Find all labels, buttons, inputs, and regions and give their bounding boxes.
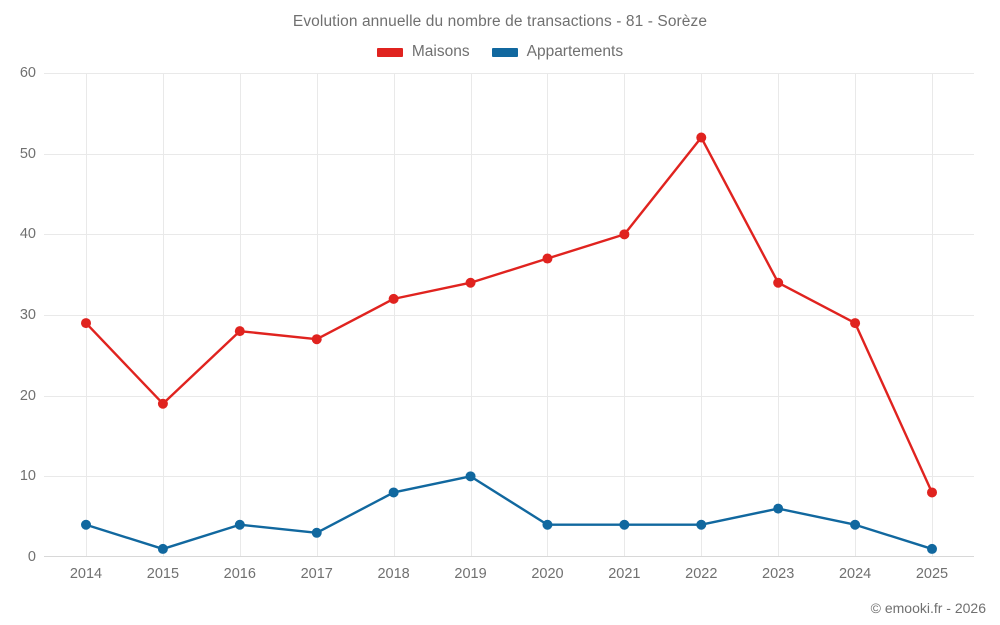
x-tick-label: 2019: [454, 566, 487, 582]
y-tick-label: 30: [19, 307, 36, 323]
data-point[interactable]: Maisons 2024: 29: [850, 318, 861, 329]
y-tick-label: 0: [27, 549, 36, 565]
series-appartements: Appartements 2014: 4 Appartements 2015: 1…: [81, 471, 937, 554]
data-point[interactable]: Appartements 2020: 4: [542, 519, 553, 530]
chart-title: Evolution annuelle du nombre de transact…: [292, 13, 708, 30]
data-point[interactable]: Maisons 2022: 52: [696, 132, 707, 143]
data-point[interactable]: Appartements 2015: 1: [157, 543, 168, 554]
copyright-credit: © emooki.fr - 2026: [870, 600, 986, 616]
data-point[interactable]: Maisons 2018: 32: [388, 293, 399, 304]
y-axis-tick-labels: 0 10 20 30 40 50 60: [0, 65, 36, 565]
x-axis-line: [44, 556, 974, 557]
data-point[interactable]: Appartements 2021: 4: [619, 519, 630, 530]
y-tick-label: 50: [19, 145, 36, 162]
data-point[interactable]: Appartements 2019: 10: [465, 471, 476, 482]
series-line: [84, 136, 934, 494]
gridline: [547, 73, 549, 557]
plot-area: Maisons 2014: 29 Maisons 2015: 19 Maisons …: [44, 73, 974, 557]
x-tick-label: 2025: [915, 566, 949, 582]
gridline: [316, 73, 318, 557]
x-tick-label: 2024: [838, 566, 872, 582]
chart-legend: Maisons Appartements: [0, 43, 1000, 61]
legend-swatch-icon: [376, 47, 403, 57]
data-point[interactable]: Appartements 2022: 4: [696, 519, 707, 530]
data-point[interactable]: Appartements 2014: 4: [81, 519, 91, 530]
gridline: [44, 73, 974, 74]
x-tick-label: 2022: [685, 566, 718, 582]
data-point[interactable]: Maisons 2014: 29: [81, 318, 91, 329]
data-point[interactable]: Appartements 2023: 6: [773, 503, 784, 514]
x-axis-tick-labels: 2014 2015 2016 2017 2018 2019 2020 2021 2022 2023…: [44, 566, 974, 588]
data-point[interactable]: Maisons 2016: 28: [234, 326, 245, 337]
gridline: [855, 73, 857, 557]
x-tick-label: 2018: [377, 566, 410, 582]
gridline: [624, 73, 626, 557]
gridline: [778, 73, 780, 557]
legend-item-appartements[interactable]: Appartements: [491, 43, 624, 61]
x-tick-label: 2020: [531, 566, 564, 582]
gridline: [470, 73, 472, 557]
x-tick-label: 2021: [608, 566, 641, 582]
data-point[interactable]: Appartements 2025: 1: [927, 543, 937, 554]
x-tick-label: 2017: [300, 566, 333, 582]
data-point[interactable]: Appartements 2018: 8: [388, 487, 399, 498]
data-point[interactable]: Appartements 2017: 3: [311, 527, 322, 538]
x-tick-label: 2023: [762, 566, 795, 582]
y-tick-label: 60: [19, 65, 36, 81]
gridline: [44, 234, 974, 236]
gridline: [162, 73, 164, 557]
series-plot: Maisons 2014: 29 Maisons 2015: 19 Maisons …: [81, 132, 937, 554]
gridline: [44, 153, 974, 155]
data-point[interactable]: Maisons 2020: 37: [542, 253, 553, 264]
y-tick-label: 40: [19, 226, 36, 243]
gridline: [86, 73, 87, 557]
data-point[interactable]: Appartements 2024: 4: [850, 519, 861, 530]
legend-label: Appartements: [526, 43, 624, 60]
legend-swatch-icon: [491, 47, 518, 57]
data-point[interactable]: Maisons 2025: 8: [927, 487, 937, 498]
gridline: [44, 395, 974, 397]
legend-label: Maisons: [411, 43, 470, 60]
data-point[interactable]: Maisons 2023: 34: [773, 277, 784, 288]
x-tick-label: 2014: [69, 566, 103, 582]
data-point[interactable]: Appartements 2016: 4: [234, 519, 245, 530]
y-tick-label: 10: [19, 468, 36, 485]
y-tick-label: 20: [19, 387, 36, 404]
series-line: [84, 475, 934, 551]
data-point[interactable]: Maisons 2019: 34: [465, 277, 476, 288]
x-tick-label: 2016: [223, 566, 256, 582]
series-maisons: Maisons 2014: 29 Maisons 2015: 19 Maisons …: [81, 132, 937, 498]
data-point[interactable]: Maisons 2015: 19: [157, 398, 168, 409]
gridline: [44, 476, 974, 478]
gridline: [701, 73, 703, 557]
gridline: [239, 73, 241, 557]
legend-item-maisons[interactable]: Maisons: [376, 43, 470, 61]
gridline: [393, 73, 395, 557]
gridline: [932, 73, 933, 557]
data-point[interactable]: Maisons 2021: 40: [619, 229, 630, 240]
gridline: [44, 315, 974, 316]
x-tick-label: 2015: [146, 566, 180, 582]
data-point[interactable]: Maisons 2017: 27: [311, 334, 322, 345]
